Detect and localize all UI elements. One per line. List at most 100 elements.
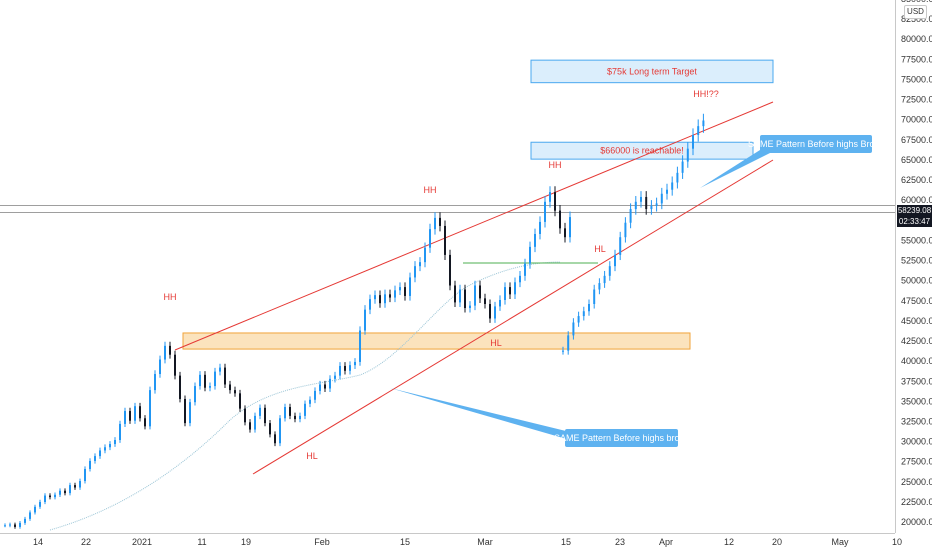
y-tick-label: 62500.00 [901, 175, 932, 185]
candle-body [634, 201, 637, 210]
candle-body [469, 305, 471, 309]
candle-body [464, 289, 466, 309]
candle-body [49, 495, 51, 498]
candle-body [650, 205, 653, 210]
candle-body [124, 411, 126, 424]
candle-body [274, 434, 276, 444]
y-tick-label: 30000.00 [901, 437, 932, 447]
candle-body [119, 423, 121, 441]
candle-body [319, 384, 321, 391]
x-tick-label: Apr [659, 537, 673, 547]
candle-body [264, 407, 266, 424]
candle-body [572, 322, 575, 336]
candle-body [324, 384, 326, 389]
candle-body [189, 402, 191, 424]
y-tick-label: 75000.00 [901, 74, 932, 84]
pattern-label: HL [306, 451, 318, 461]
candle-body [459, 289, 461, 303]
candle-body [244, 408, 246, 423]
candle-body [69, 485, 71, 494]
candle-body [559, 210, 561, 229]
candle-body [109, 444, 111, 448]
candle-body [104, 447, 106, 451]
candle-body [619, 237, 622, 255]
y-tick-label: 35000.00 [901, 396, 932, 406]
candle-body [539, 221, 541, 234]
y-tick-label: 42500.00 [901, 336, 932, 346]
candle-body [314, 390, 316, 400]
candle-body [660, 193, 663, 204]
candle-body [254, 415, 256, 430]
x-tick-label: 11 [197, 537, 206, 547]
candle-body [39, 501, 41, 507]
candle-body [174, 354, 176, 376]
candle-body [554, 192, 556, 211]
candle-body [588, 303, 590, 312]
pattern-label: HL [594, 244, 606, 254]
candle-body [429, 229, 431, 248]
candle-body [389, 294, 391, 298]
currency-label[interactable]: USD [904, 5, 927, 19]
candle-body [449, 254, 451, 286]
y-tick-label: 70000.00 [901, 115, 932, 125]
callout-box [565, 429, 678, 447]
candle-body [671, 182, 674, 190]
candle-body [339, 365, 341, 376]
candle-body [504, 287, 506, 300]
candle-body [379, 295, 381, 304]
candle-body [614, 254, 616, 267]
y-tick-label: 40000.00 [901, 356, 932, 366]
candle-body [549, 192, 551, 202]
candle-body [454, 285, 456, 303]
candle-body [524, 263, 526, 276]
x-tick-label: 15 [561, 537, 571, 547]
moving-average-line [49, 261, 561, 531]
candle-body [309, 399, 311, 404]
y-tick-label: 50000.00 [901, 276, 932, 286]
callout-pointer [700, 150, 770, 188]
candle-body [169, 345, 171, 355]
channel-lower-line [252, 159, 774, 475]
zone-box [530, 141, 754, 160]
x-tick-label: 23 [615, 537, 625, 547]
candle-body [624, 222, 627, 238]
candle-body [598, 283, 601, 290]
candle-body [359, 330, 361, 362]
candle-body [59, 490, 61, 495]
candle-body [234, 390, 236, 394]
candle-body [640, 196, 642, 202]
candle-body [9, 524, 11, 526]
candle-body [562, 350, 564, 352]
x-tick-label: 10 [892, 537, 902, 547]
candle-body [54, 494, 56, 498]
candle-body [692, 134, 694, 149]
candle-body [24, 518, 26, 523]
candle-body [14, 524, 16, 527]
candle-body [577, 316, 580, 323]
candle-body [374, 295, 376, 300]
pattern-label: HL [490, 338, 502, 348]
x-tick-label: Mar [477, 537, 493, 547]
y-tick-label: 22500.00 [901, 497, 932, 507]
candle-body [74, 485, 76, 488]
candle-body [354, 361, 356, 366]
candle-body [44, 495, 46, 502]
bar-countdown: 02:33:47 [898, 217, 931, 226]
pattern-label: HH [164, 292, 177, 302]
x-tick-label: 15 [400, 537, 410, 547]
y-tick-label: 52500.00 [901, 256, 932, 266]
zone-box [530, 59, 774, 84]
channel-upper-line [174, 101, 774, 351]
candle-body [159, 359, 161, 375]
zone-label: $66000 is reachable! [600, 146, 684, 156]
x-tick-label: 22 [81, 537, 91, 547]
candle-body [219, 367, 221, 372]
candle-body [229, 384, 231, 391]
candle-body [194, 386, 196, 403]
candle-body [499, 299, 501, 307]
candle-body [514, 282, 516, 295]
candle-body [629, 209, 632, 223]
candle-body [384, 294, 386, 304]
callout-text: SAME Pattern Before highs broke [554, 433, 689, 443]
